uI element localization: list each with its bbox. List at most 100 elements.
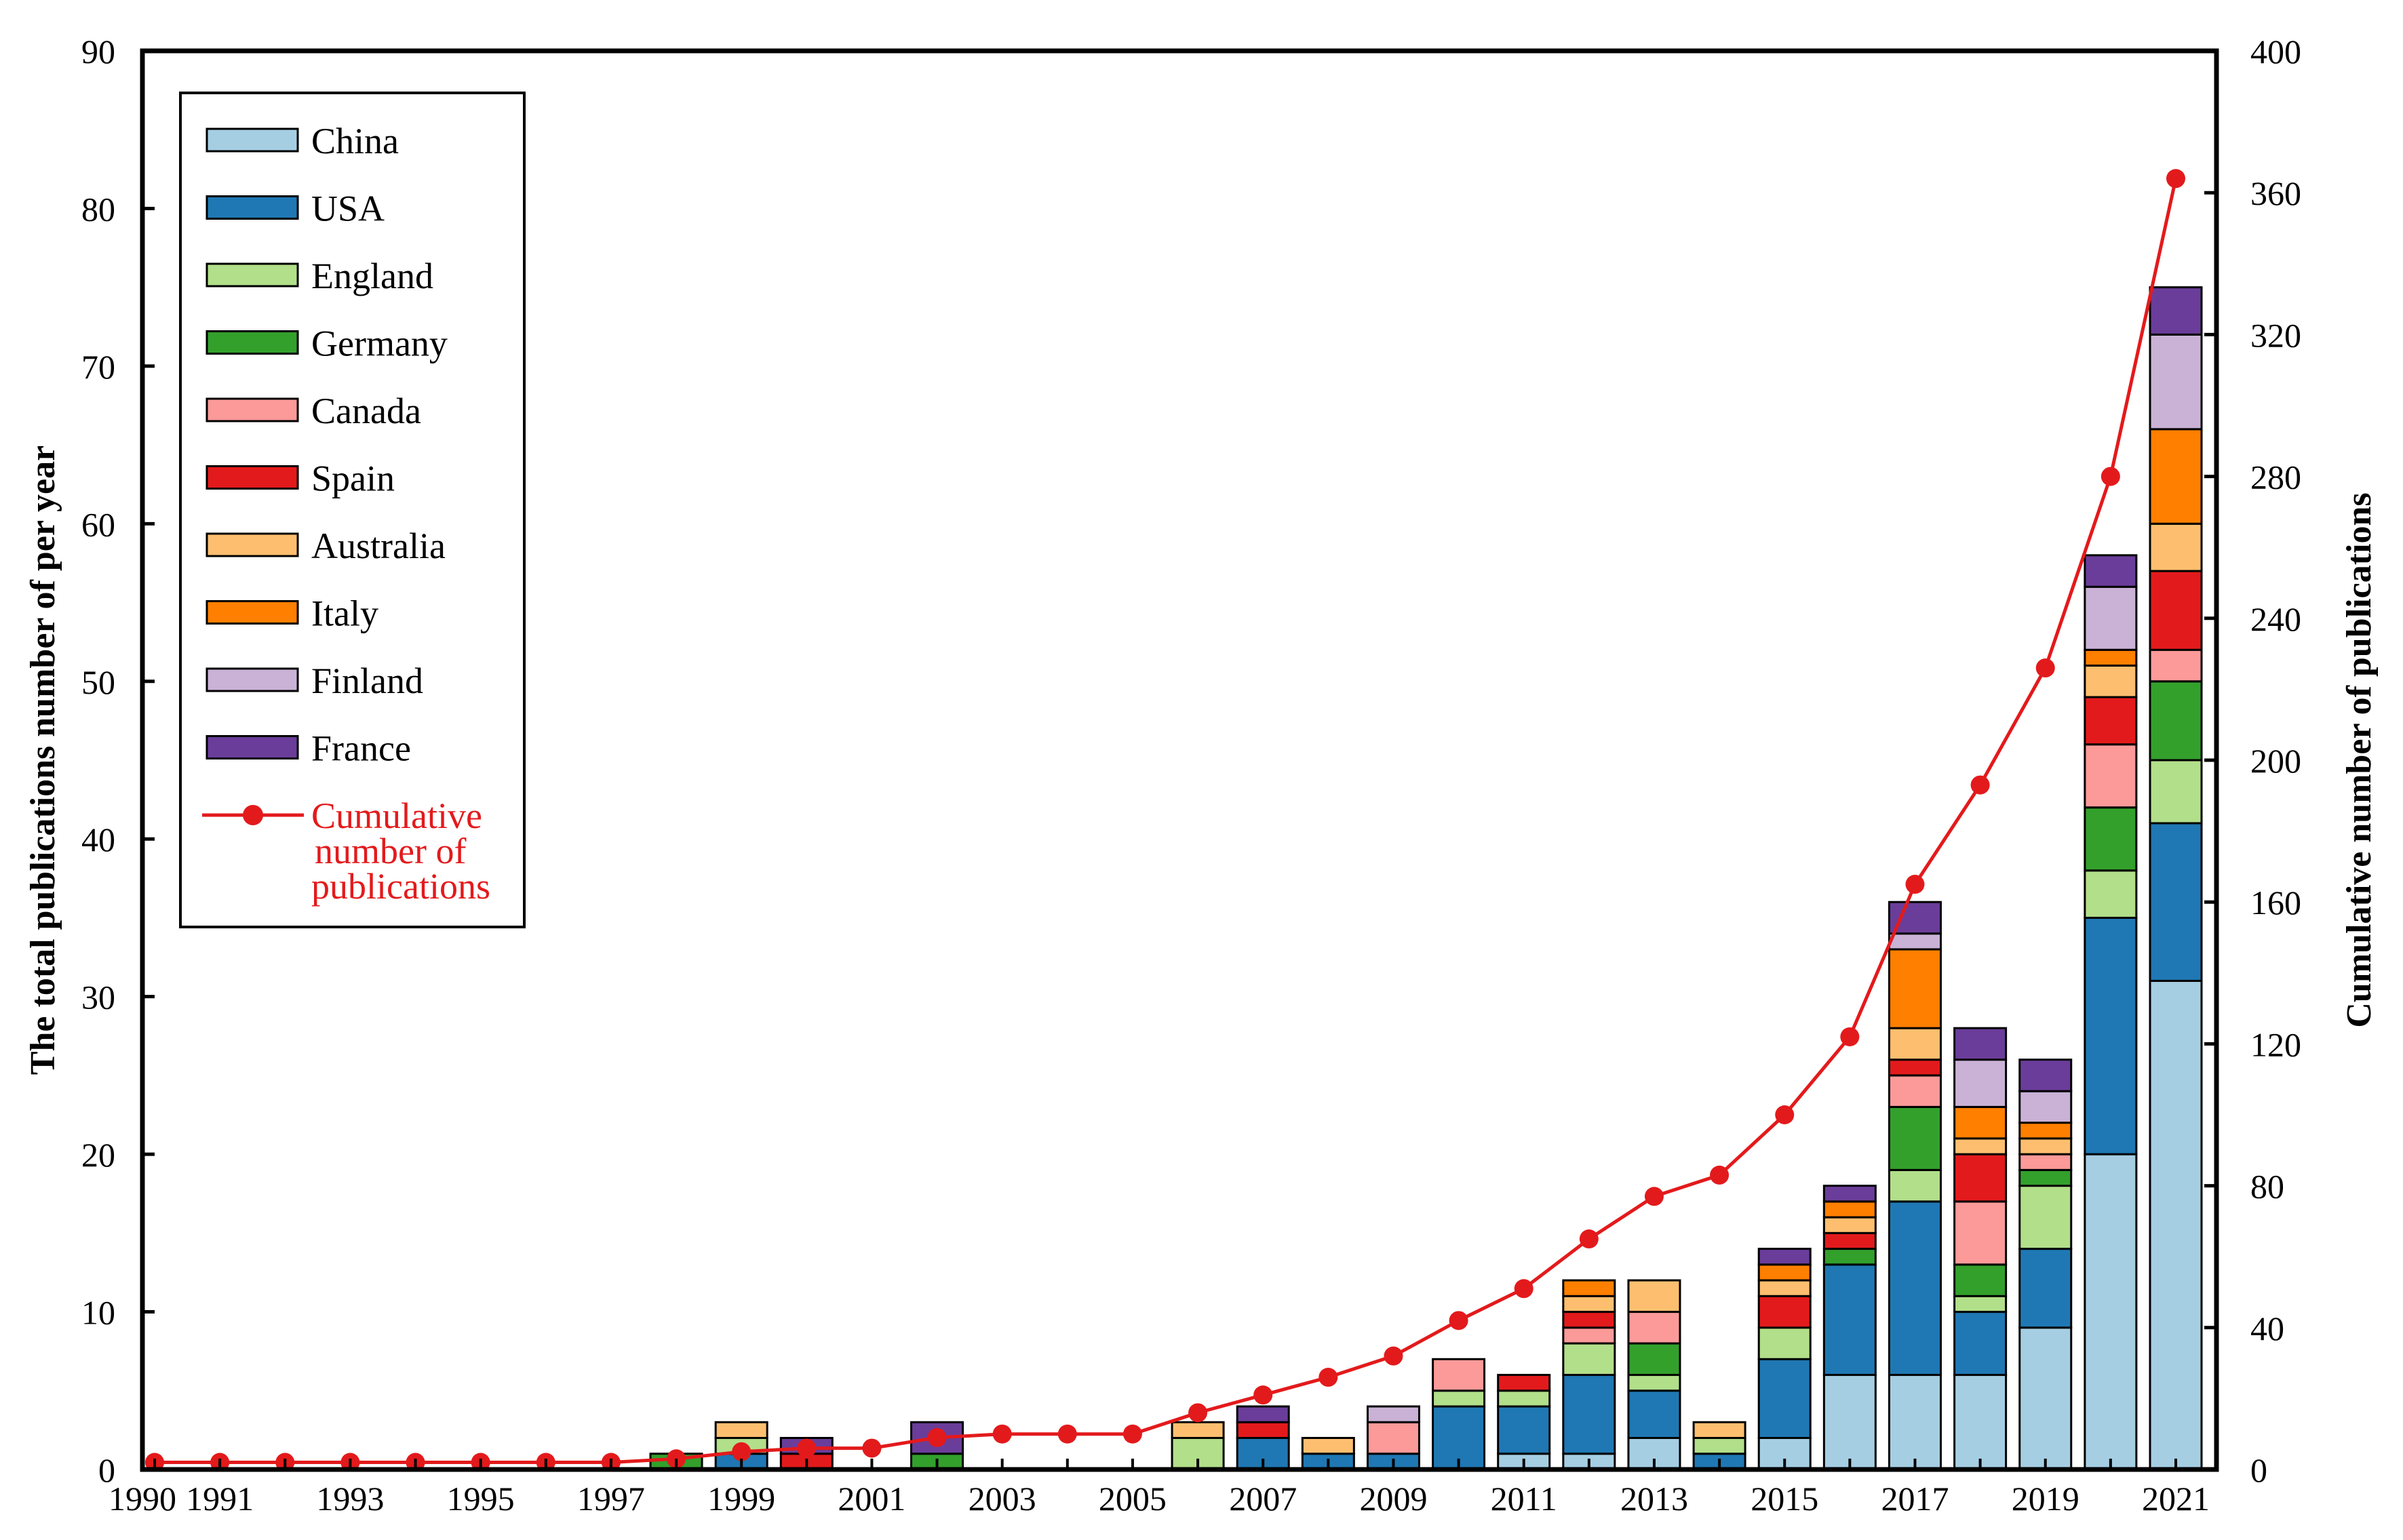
bar-spain-2020 <box>2084 696 2138 746</box>
y2-tick-label: 0 <box>2250 1451 2267 1489</box>
y2-tick-label: 80 <box>2250 1168 2284 1206</box>
bar-italy-2021 <box>2149 428 2203 525</box>
legend-swatch-canada <box>206 397 299 422</box>
cumulative-point-2015 <box>1775 1105 1795 1124</box>
cumulative-point-2000 <box>797 1438 817 1458</box>
bar-australia-2014 <box>1692 1421 1746 1440</box>
bar-italy-2020 <box>2084 648 2138 667</box>
x-tick-label: 2011 <box>1491 1480 1557 1518</box>
legend-label-china: China <box>311 121 399 161</box>
bar-usa-2020 <box>2084 916 2138 1156</box>
y-axis-title: The total publications number of per yea… <box>24 446 62 1075</box>
y2-tick-label: 360 <box>2250 174 2301 212</box>
legend-label-canada: Canada <box>311 391 421 431</box>
bar-spain-2017 <box>1888 1059 1942 1077</box>
legend-cumulative-label: publications <box>311 866 490 907</box>
bar-italy-2012 <box>1562 1279 1616 1297</box>
legend: China USA England Germany Canada Spain Austral… <box>179 92 526 928</box>
bar-france-2015 <box>1757 1248 1812 1266</box>
x-tick-label: 2021 <box>2142 1480 2210 1518</box>
legend-label-usa: USA <box>311 189 385 229</box>
bar-finland-2009 <box>1366 1405 1420 1423</box>
bar-canada-2020 <box>2084 743 2138 809</box>
cumulative-point-2013 <box>1644 1187 1664 1206</box>
bar-germany-2019 <box>2018 1168 2073 1187</box>
bar-canada-2018 <box>1953 1200 2008 1266</box>
bar-china-2018 <box>1953 1374 2008 1471</box>
bar-canada-2009 <box>1366 1421 1420 1455</box>
x-tick-label: 2013 <box>1620 1480 1688 1518</box>
bar-australia-1999 <box>714 1421 768 1440</box>
cumulative-point-2017 <box>1905 875 1925 894</box>
bar-finland-2020 <box>2084 585 2138 651</box>
bar-canada-2010 <box>1432 1358 1486 1392</box>
cumulative-point-2009 <box>1384 1346 1403 1366</box>
legend-label-france: France <box>311 728 411 769</box>
cumulative-point-2005 <box>1122 1424 1142 1444</box>
legend-cumulative-label: Cumulative <box>311 795 482 836</box>
bar-spain-2021 <box>2149 570 2203 651</box>
bar-france-2020 <box>2084 554 2138 588</box>
cumulative-point-2001 <box>862 1438 882 1458</box>
y-tick-label: 60 <box>81 505 115 543</box>
bar-spain-2011 <box>1497 1374 1551 1392</box>
y-tick-label: 0 <box>98 1451 115 1489</box>
bar-usa-2021 <box>2149 822 2203 982</box>
cumulative-point-2006 <box>1188 1403 1208 1423</box>
bar-spain-2012 <box>1562 1311 1616 1329</box>
y2-tick-label: 40 <box>2250 1309 2284 1347</box>
x-tick-label: 2009 <box>1359 1480 1427 1518</box>
legend-label-germany: Germany <box>311 323 448 364</box>
bar-usa-2013 <box>1627 1389 1681 1440</box>
bar-france-2016 <box>1822 1185 1877 1203</box>
legend-cumulative-marker <box>243 805 263 825</box>
bar-australia-2015 <box>1757 1279 1812 1297</box>
cumulative-point-2020 <box>2101 467 2120 486</box>
legend-swatch-china <box>206 127 299 153</box>
legend-label-finland: Finland <box>311 660 423 701</box>
y2-tick-label: 240 <box>2250 600 2301 638</box>
y-tick-label: 30 <box>81 979 115 1016</box>
x-tick-label: 2001 <box>838 1480 905 1518</box>
bar-australia-2008 <box>1301 1437 1355 1455</box>
bar-france-2018 <box>1953 1027 2008 1061</box>
stacked-bars <box>649 286 2203 1471</box>
bar-england-2020 <box>2084 869 2138 919</box>
bar-spain-2018 <box>1953 1153 2008 1203</box>
bar-italy-2016 <box>1822 1200 1877 1219</box>
bar-germany-2020 <box>2084 806 2138 872</box>
y-tick-label: 70 <box>81 348 115 386</box>
legend-swatch-finland <box>206 667 299 692</box>
y2-tick-label: 280 <box>2250 458 2301 496</box>
y-tick-label: 20 <box>81 1136 115 1174</box>
bar-germany-2013 <box>1627 1342 1681 1377</box>
bar-england-2012 <box>1562 1342 1616 1377</box>
bar-china-2019 <box>2018 1326 2073 1471</box>
cumulative-point-2016 <box>1840 1027 1860 1046</box>
cumulative-point-2010 <box>1449 1311 1468 1330</box>
y2-axis-title: Cumulative number of publications <box>2340 492 2379 1027</box>
y-tick-label: 50 <box>81 663 115 701</box>
tick-labels: 0 10 20 30 40 50 60 70 80 90 0 40 80 120 160 200 240 280 3… <box>81 33 2301 1518</box>
bar-canada-2017 <box>1888 1074 1942 1108</box>
legend-label-england: England <box>311 256 433 296</box>
bar-france-2019 <box>2018 1059 2073 1092</box>
bar-usa-2017 <box>1888 1200 1942 1377</box>
bar-usa-2011 <box>1497 1405 1551 1455</box>
y2-tick-label: 200 <box>2250 742 2301 780</box>
bar-germany-2018 <box>1953 1263 2008 1297</box>
bar-germany-2021 <box>2149 680 2203 762</box>
bar-germany-2016 <box>1822 1248 1877 1266</box>
legend-box <box>179 92 526 928</box>
cumulative-series-line <box>155 178 2178 1465</box>
x-tick-label: 2015 <box>1751 1480 1818 1518</box>
bar-australia-2012 <box>1562 1295 1616 1314</box>
legend-cumulative-label: number of <box>315 831 466 871</box>
axes <box>140 48 2219 1472</box>
bar-canada-2019 <box>2018 1153 2073 1171</box>
cumulative-point-1999 <box>732 1442 751 1461</box>
legend-swatch-spain <box>206 465 299 490</box>
bar-china-2021 <box>2149 979 2203 1471</box>
bar-finland-2019 <box>2018 1090 2073 1124</box>
